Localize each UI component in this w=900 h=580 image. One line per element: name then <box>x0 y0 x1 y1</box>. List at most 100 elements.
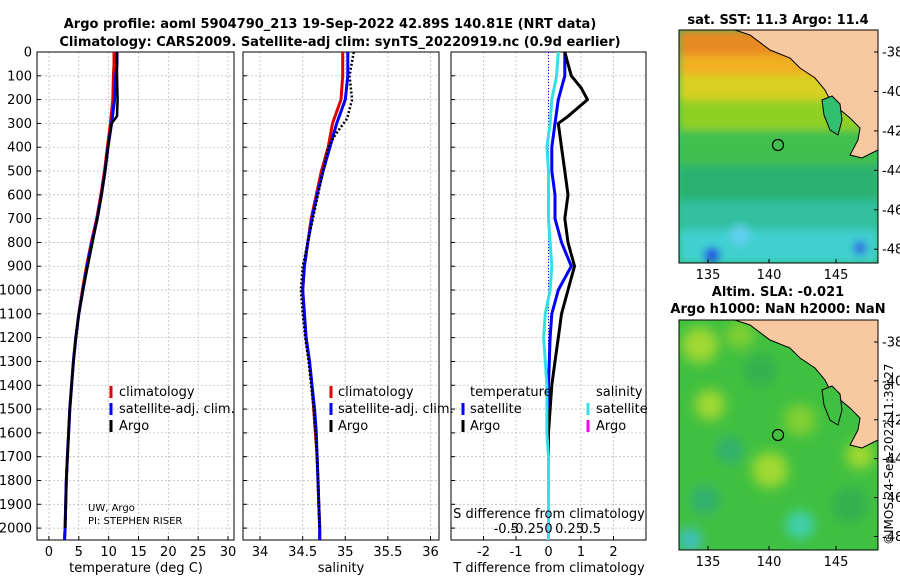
x-tick-label: 1 <box>577 545 585 560</box>
y-tick-label: 800 <box>7 236 32 251</box>
map-x-tick-label: 140 <box>757 268 782 283</box>
map-y-tick-label: -42 <box>882 413 900 428</box>
map-y-tick-label: -38 <box>882 336 900 351</box>
legend-label-argo: Argo <box>119 419 149 434</box>
legend-label-argo: Argo <box>338 419 368 434</box>
legend-label-climatology: climatology <box>338 385 414 400</box>
map-y-tick-label: -48 <box>882 243 900 258</box>
legend-label-t-argo: Argo <box>470 419 500 434</box>
y-tick-label: 1500 <box>0 403 32 418</box>
sst-map <box>679 30 878 263</box>
y-tick-label: 1800 <box>0 474 32 489</box>
y-tick-label: 0 <box>24 46 32 61</box>
legend-label-s-argo: Argo <box>596 419 626 434</box>
map-y-tick-label: -48 <box>882 530 900 545</box>
x-tick-label: 36 <box>422 545 439 560</box>
salinity-xlabel: salinity <box>318 561 365 576</box>
imos-stamp: ©IMOS 24-Sep-2022 11:39:27 <box>882 363 896 545</box>
y-tick-label: 100 <box>7 69 32 84</box>
difference-panel: -2 -1 0 1 2 <box>450 51 647 560</box>
sla-map-ticks: 135 140 145 -38 -40 -42 -44 -46 -48 <box>696 336 900 571</box>
map-y-tick-label: -46 <box>882 491 900 506</box>
salinity-panel: 34 34.5 35 35.5 36 <box>242 51 440 560</box>
legend-title-temperature: temperature <box>470 385 552 400</box>
map-y-tick-label: -40 <box>882 374 900 389</box>
sst-map-ticks: 135 140 145 -38 -40 -42 -44 -46 -48 <box>696 46 900 284</box>
series-line-argo <box>63 52 119 529</box>
x-tick-label: 34.5 <box>288 545 317 560</box>
map-x-tick-label: 140 <box>757 555 782 570</box>
temperature-panel: 0100200300400500600700800900100011001200… <box>0 46 236 561</box>
y-tick-label: 1000 <box>0 284 32 299</box>
y-tick-label: 200 <box>7 93 32 108</box>
y-tick-label: 600 <box>7 188 32 203</box>
figure-title-line2: Climatology: CARS2009. Satellite-adj cli… <box>59 35 620 50</box>
map-x-tick-label: 135 <box>696 555 721 570</box>
series-line-satellite-adj-clim- <box>301 52 350 540</box>
x-tick-label: 30 <box>220 545 237 560</box>
map-x-tick-label: 145 <box>824 268 849 283</box>
s-tick-label: 0.5 <box>580 522 601 537</box>
y-tick-label: 900 <box>7 260 32 275</box>
legend-label-climatology: climatology <box>119 385 195 400</box>
figure-title-line1: Argo profile: aoml 5904790_213 19-Sep-20… <box>64 17 597 32</box>
x-tick-label: 10 <box>100 545 117 560</box>
y-tick-label: 300 <box>7 117 32 132</box>
temperature-xlabel: temperature (deg C) <box>69 561 203 576</box>
s-tick-label: 0 <box>544 522 552 537</box>
sst-map-title: sat. SST: 11.3 Argo: 11.4 <box>687 13 868 28</box>
map-y-tick-label: -46 <box>882 203 900 218</box>
sla-map-title2: Argo h1000: NaN h2000: NaN <box>670 302 885 317</box>
argo-location-marker <box>771 428 785 442</box>
sla-map-title1: Altim. SLA: -0.021 <box>712 285 844 300</box>
x-tick-label: -1 <box>510 545 523 560</box>
s-difference-label: S difference from climatology <box>453 507 645 522</box>
map-x-tick-label: 135 <box>696 268 721 283</box>
y-tick-label: 2000 <box>0 522 32 537</box>
legend-title-salinity: salinity <box>596 385 643 400</box>
x-tick-label: 20 <box>160 545 177 560</box>
difference-xlabel: T difference from climatology <box>452 561 645 576</box>
legend-label-satellite: satellite-adj. clim. <box>119 402 235 417</box>
difference-legend: temperature salinity satellite Argo sate… <box>461 385 648 434</box>
x-tick-label: 35 <box>337 545 354 560</box>
series-line-s-satellite <box>542 51 560 540</box>
s-difference-ticklabels: -0.5-0.25 0 0.250.5 <box>494 522 602 537</box>
legend-label-satellite: satellite-adj. clim. <box>338 402 454 417</box>
axes-frame <box>36 51 235 541</box>
x-tick-label: 0 <box>45 545 53 560</box>
credit-line1: UW, Argo <box>88 503 135 514</box>
map-y-tick-label: -44 <box>882 452 900 467</box>
argo-location-marker <box>771 138 785 152</box>
salinity-legend: climatology satellite-adj. clim. Argo <box>329 385 454 434</box>
x-tick-label: 5 <box>75 545 83 560</box>
s-tick-label: -0.5 <box>494 522 519 537</box>
credit-line2: PI: STEPHEN RISER <box>88 516 182 527</box>
y-tick-label: 1900 <box>0 498 32 513</box>
y-tick-label: 500 <box>7 165 32 180</box>
x-tick-label: 25 <box>190 545 207 560</box>
x-tick-label: 35.5 <box>373 545 402 560</box>
y-tick-label: 400 <box>7 141 32 156</box>
y-tick-label: 1700 <box>0 450 32 465</box>
x-tick-label: 15 <box>130 545 147 560</box>
s-tick-label: 0.25 <box>555 522 584 537</box>
map-y-tick-label: -44 <box>882 164 900 179</box>
y-tick-label: 700 <box>7 212 32 227</box>
map-x-tick-label: 145 <box>824 555 849 570</box>
x-tick-label: 0 <box>544 545 552 560</box>
y-tick-label: 1400 <box>0 379 32 394</box>
y-tick-label: 1600 <box>0 426 32 441</box>
series-line-t-argo <box>547 51 589 529</box>
series-line-t-satellite <box>547 52 573 540</box>
map-y-tick-label: -38 <box>882 46 900 61</box>
legend-label-s-satellite: satellite <box>596 402 648 417</box>
legend-label-t-satellite: satellite <box>470 402 522 417</box>
series-line-climatology <box>63 52 116 541</box>
map-y-tick-label: -40 <box>882 85 900 100</box>
s-tick-label: -0.25 <box>511 522 545 537</box>
x-tick-label: 2 <box>609 545 617 560</box>
sla-map <box>679 320 878 550</box>
map-y-tick-label: -42 <box>882 124 900 139</box>
